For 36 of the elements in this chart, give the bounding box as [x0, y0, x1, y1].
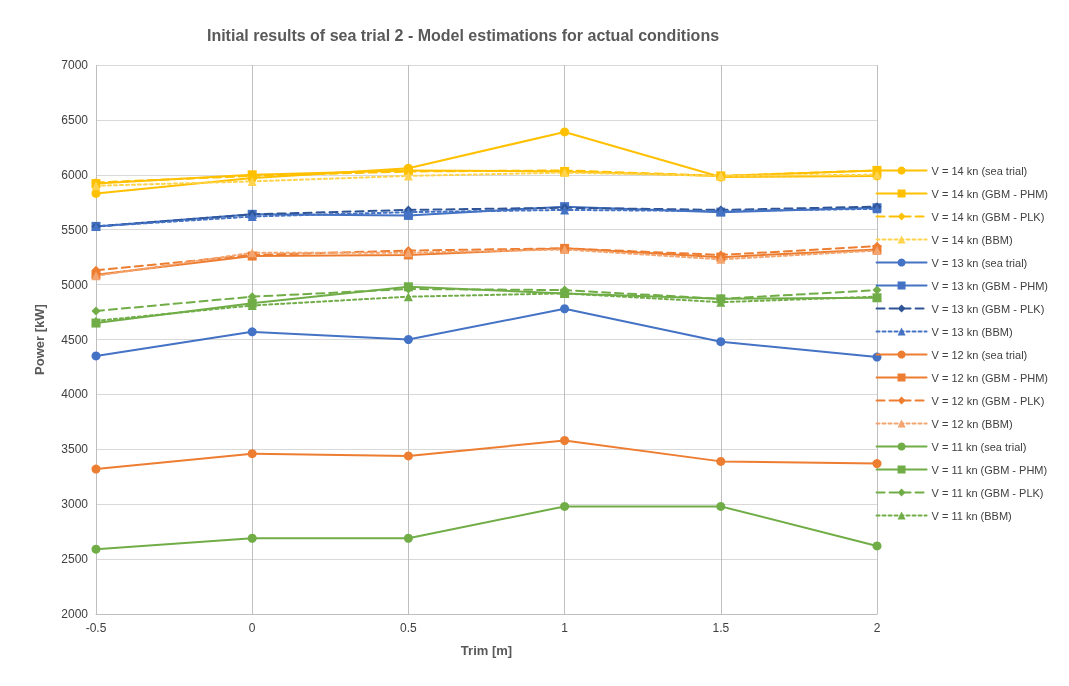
legend-label: V = 11 kn (GBM - PLK) [931, 486, 1044, 499]
legend-label: V = 11 kn (sea trial) [931, 440, 1027, 453]
legend-label: V = 11 kn (BBM) [931, 509, 1012, 522]
legend-label: V = 14 kn (GBM - PHM) [931, 187, 1049, 200]
x-tick-label: 2 [873, 621, 881, 635]
y-tick-label: 3000 [61, 497, 89, 512]
y-tick-label: 5000 [61, 277, 89, 292]
y-tick-label: 2000 [61, 607, 89, 621]
y-tick-label: 2500 [61, 552, 89, 567]
y-tick-label: 6500 [61, 112, 89, 127]
legend-label: V = 13 kn (sea trial) [931, 256, 1028, 269]
legend-label: V = 12 kn (GBM - PLK) [931, 394, 1045, 407]
legend-label: V = 13 kn (GBM - PHM) [931, 279, 1049, 292]
y-axis-title: Power [kW] [32, 304, 47, 375]
legend-label: V = 12 kn (sea trial) [931, 348, 1028, 361]
x-tick-label: -0.5 [85, 621, 107, 635]
y-tick-label: 6000 [61, 167, 89, 182]
y-tick-label: 5500 [61, 222, 89, 237]
y-tick-label: 3500 [61, 442, 89, 457]
legend-label: V = 13 kn (GBM - PLK) [931, 302, 1045, 315]
x-axis-title: Trim [m] [460, 643, 513, 658]
x-tick-label: 0 [248, 621, 256, 635]
legend-label: V = 14 kn (GBM - PLK) [931, 210, 1045, 223]
x-tick-label: 1.5 [712, 621, 730, 635]
chart-title: Initial results of sea trial 2 - Model estimations for actual conditions [206, 26, 720, 44]
legend-label: V = 11 kn (GBM - PHM) [931, 463, 1048, 476]
legend-label: V = 14 kn (BBM) [931, 233, 1013, 246]
y-tick-label: 7000 [61, 58, 89, 72]
y-tick-label: 4000 [61, 387, 89, 402]
legend-label: V = 12 kn (BBM) [931, 417, 1013, 430]
legend-label: V = 12 kn (GBM - PHM) [931, 371, 1049, 384]
x-tick-label: 0.5 [400, 621, 418, 635]
legend-label: V = 14 kn (sea trial) [931, 164, 1028, 177]
y-tick-label: 4500 [61, 332, 89, 347]
x-tick-label: 1 [561, 621, 569, 635]
legend-label: V = 13 kn (BBM) [931, 325, 1013, 338]
